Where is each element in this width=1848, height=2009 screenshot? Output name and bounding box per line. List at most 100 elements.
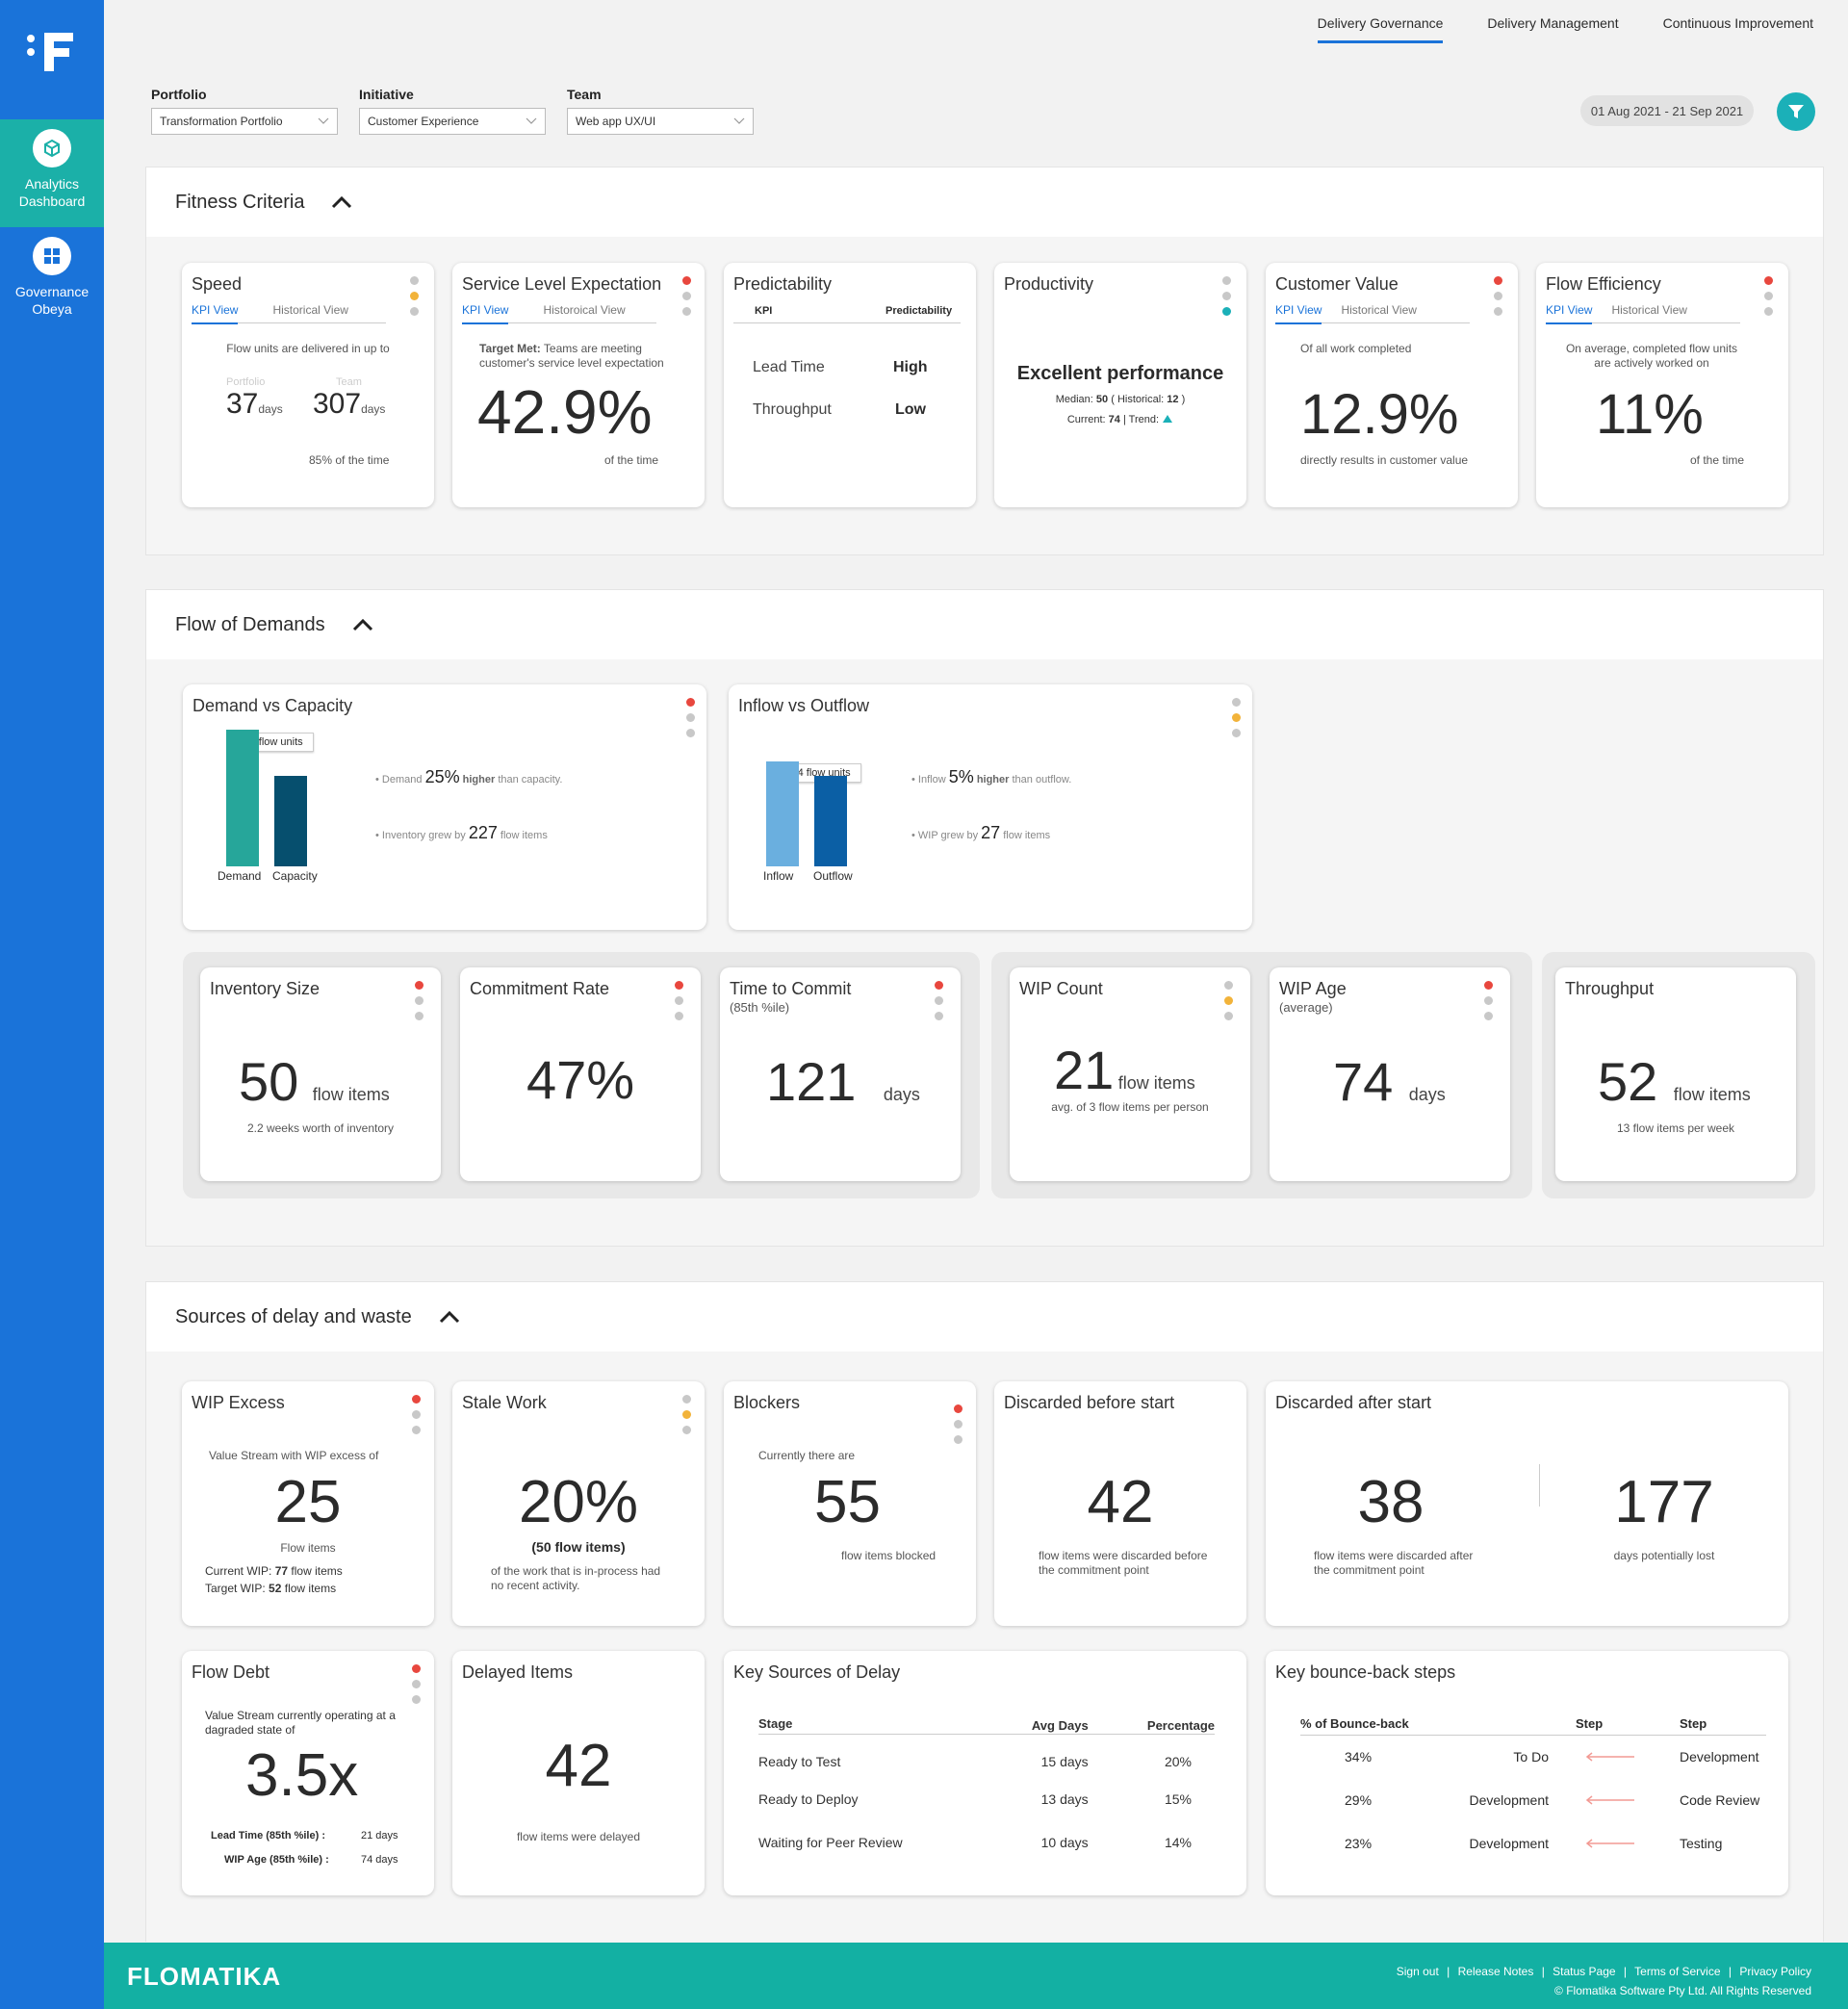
view-tabs: KPI View Historoical View — [462, 303, 656, 324]
card-title: WIP Excess — [192, 1393, 285, 1412]
discarded-before-start-card[interactable]: Discarded before start 42 flow items wer… — [994, 1381, 1246, 1626]
chevron-up-icon[interactable] — [331, 195, 352, 209]
productivity-card[interactable]: Productivity Excellent performance Media… — [994, 263, 1246, 507]
predictability-card[interactable]: Predictability KPI Predictability Lead T… — [724, 263, 976, 507]
discarded-after-footer: flow items were discarded after the comm… — [1314, 1549, 1474, 1577]
historical-view-tab[interactable]: Historical View — [1341, 303, 1417, 317]
status-dots — [410, 276, 419, 322]
status-dots — [415, 981, 424, 1027]
wip-age-card[interactable]: WIP Age (average) 74 days — [1270, 967, 1510, 1181]
sidebar-item-analytics-dashboard[interactable]: Analytics Dashboard — [0, 119, 104, 227]
key-sources-of-delay-card[interactable]: Key Sources of Delay Stage Avg Days Perc… — [724, 1651, 1246, 1895]
kpi-view-tab[interactable]: KPI View — [1275, 303, 1322, 324]
days-lost-footer: days potentially lost — [1613, 1549, 1715, 1562]
section-title: Fitness Criteria — [175, 191, 305, 213]
historical-view-tab[interactable]: Historoical View — [543, 303, 626, 317]
customer-value-card[interactable]: Customer Value KPI View Historical View … — [1266, 263, 1518, 507]
kpi-view-tab[interactable]: KPI View — [192, 303, 239, 324]
inventory-size-card[interactable]: Inventory Size 50 flow items 2.2 weeks w… — [200, 967, 441, 1181]
status-dots — [682, 276, 691, 322]
demand-vs-capacity-card[interactable]: Demand vs Capacity 777 flow units Demand… — [183, 684, 706, 930]
filter-button[interactable] — [1777, 92, 1815, 131]
tab-delivery-governance[interactable]: Delivery Governance — [1317, 15, 1444, 43]
flow-debt-card[interactable]: Flow Debt Value Stream currently operati… — [182, 1651, 434, 1895]
inflow-stat: • Inflow 5% higher than outflow. — [911, 767, 1072, 786]
release-notes-link[interactable]: Release Notes — [1457, 1965, 1534, 1978]
table-row[interactable]: 34% To Do Development — [1345, 1749, 1759, 1764]
time-to-commit-card[interactable]: Time to Commit (85th %ile) 121 days — [720, 967, 961, 1181]
kpi-view-tab[interactable]: KPI View — [1546, 303, 1593, 324]
initiative-value: Customer Experience — [368, 115, 479, 128]
privacy-policy-link[interactable]: Privacy Policy — [1739, 1965, 1811, 1978]
status-page-link[interactable]: Status Page — [1553, 1965, 1616, 1978]
lead-time-value: 21 days — [361, 1830, 398, 1842]
table-row[interactable]: 23% Development Testing — [1345, 1836, 1723, 1851]
terms-of-service-link[interactable]: Terms of Service — [1634, 1965, 1721, 1978]
demand-bar[interactable] — [226, 730, 259, 866]
tab-delivery-management[interactable]: Delivery Management — [1487, 15, 1619, 31]
inflow-vs-outflow-card[interactable]: Inflow vs Outflow 144 flow units Inflow … — [729, 684, 1252, 930]
sle-footer: of the time — [604, 453, 659, 467]
predictability-row-kpi: Lead Time — [753, 359, 825, 375]
sidebar-item-governance-obeya[interactable]: Governance Obeya — [0, 227, 104, 335]
card-title: Key bounce-back steps — [1275, 1662, 1456, 1682]
wip-count-card[interactable]: WIP Count 21 flow items avg. of 3 flow i… — [1010, 967, 1250, 1181]
initiative-select[interactable]: Customer Experience — [359, 108, 546, 135]
sign-out-link[interactable]: Sign out — [1396, 1965, 1439, 1978]
chevron-up-icon[interactable] — [352, 618, 373, 631]
discarded-before-footer: flow items were discarded before the com… — [1039, 1549, 1208, 1577]
capacity-bar[interactable] — [274, 776, 307, 866]
current-wip: Current WIP: 77 flow items — [205, 1564, 343, 1578]
stale-work-card[interactable]: Stale Work 20% (50 flow items) of the wo… — [452, 1381, 705, 1626]
key-bounce-back-card[interactable]: Key bounce-back steps % of Bounce-back S… — [1266, 1651, 1788, 1895]
status-dots — [1232, 698, 1241, 744]
flow-efficiency-card[interactable]: Flow Efficiency KPI View Historical View… — [1536, 263, 1788, 507]
footer-logo[interactable]: FLOMATIKA — [127, 1962, 282, 1991]
section-header: Fitness Criteria — [146, 167, 1823, 237]
inflow-bar[interactable] — [766, 761, 799, 866]
historical-view-tab[interactable]: Historical View — [272, 303, 348, 317]
portfolio-filter: Portfolio Transformation Portfolio — [151, 87, 338, 135]
demand-stat: • Demand 25% higher than capacity. — [375, 767, 563, 786]
card-title: Commitment Rate — [470, 979, 610, 998]
chevron-up-icon[interactable] — [439, 1310, 460, 1324]
flomatika-logo[interactable] — [25, 29, 79, 75]
historical-view-tab[interactable]: Historical View — [1611, 303, 1687, 317]
status-dots — [1224, 981, 1233, 1027]
card-title: Inventory Size — [210, 979, 321, 998]
kpi-view-tab[interactable]: KPI View — [462, 303, 509, 324]
card-title: Productivity — [1004, 274, 1094, 294]
sources-of-delay-section: Sources of delay and waste WIP Excess Va… — [145, 1281, 1824, 1942]
flow-efficiency-footer: of the time — [1690, 453, 1745, 467]
arrow-left-icon — [1585, 1839, 1634, 1848]
discarded-after-start-card[interactable]: Discarded after start 38 flow items were… — [1266, 1381, 1788, 1626]
status-dots — [1484, 981, 1493, 1027]
portfolio-select[interactable]: Transformation Portfolio — [151, 108, 338, 135]
card-title: Blockers — [733, 1393, 801, 1412]
service-level-expectation-card[interactable]: Service Level Expectation KPI View Histo… — [452, 263, 705, 507]
speed-card[interactable]: Speed KPI View Historical View Flow unit… — [182, 263, 434, 507]
outflow-bar[interactable] — [814, 776, 847, 866]
date-range-picker[interactable]: 01 Aug 2021 - 21 Sep 2021 — [1580, 95, 1754, 126]
blockers-card[interactable]: Blockers Currently there are 55 flow ite… — [724, 1381, 976, 1626]
card-title: Flow Debt — [192, 1662, 270, 1682]
team-select[interactable]: Web app UX/UI — [567, 108, 754, 135]
card-subtitle: (85th %ile) — [730, 1000, 790, 1015]
throughput-card[interactable]: Throughput 52 flow items 13 flow items p… — [1555, 967, 1796, 1181]
tab-continuous-improvement[interactable]: Continuous Improvement — [1662, 15, 1813, 31]
table-row[interactable]: 29% Development Code Review — [1345, 1792, 1760, 1808]
days-lost-value: 177 — [1614, 1469, 1714, 1535]
predictability-row-value: Low — [895, 401, 926, 418]
table-row[interactable]: Ready to Test 15 days 20% — [758, 1754, 1192, 1770]
card-title: Key Sources of Delay — [733, 1662, 901, 1682]
predictability-row-kpi: Throughput — [753, 401, 832, 418]
wip-excess-card[interactable]: WIP Excess Value Stream with WIP excess … — [182, 1381, 434, 1626]
team-caption: Team — [336, 376, 362, 388]
table-row[interactable]: Waiting for Peer Review 10 days 14% — [758, 1835, 1192, 1850]
status-dots — [954, 1404, 962, 1451]
commitment-rate-card[interactable]: Commitment Rate 47% — [460, 967, 701, 1181]
initiative-label: Initiative — [359, 87, 414, 102]
delayed-items-card[interactable]: Delayed Items 42 flow items were delayed — [452, 1651, 705, 1895]
table-row[interactable]: Ready to Deploy 13 days 15% — [758, 1791, 1192, 1807]
delayed-items-footer: flow items were delayed — [516, 1830, 641, 1843]
